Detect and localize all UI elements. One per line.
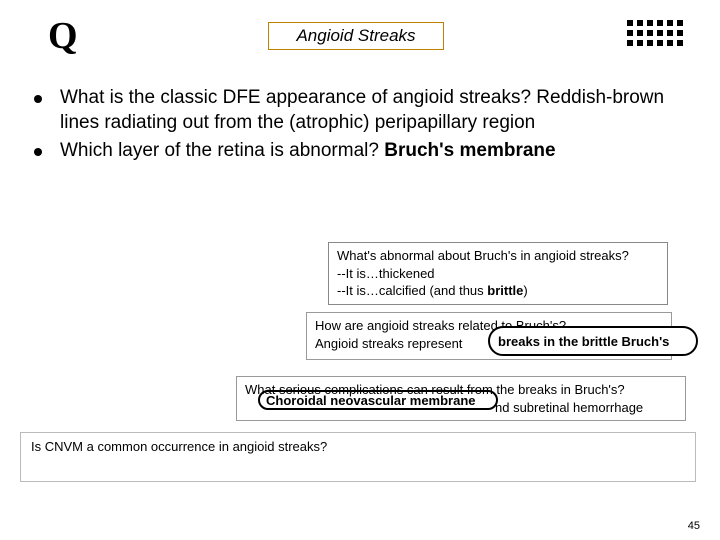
title-box: Angioid Streaks bbox=[268, 22, 444, 50]
info-box-4: Is CNVM a common occurrence in angioid s… bbox=[20, 432, 696, 482]
page-number: 45 bbox=[688, 520, 700, 532]
q-letter: Q bbox=[48, 14, 78, 58]
box1-line2: --It is…thickened bbox=[337, 265, 659, 283]
bullet-icon bbox=[34, 95, 42, 103]
bullet-text: Which layer of the retina is abnormal? B… bbox=[60, 139, 556, 164]
emphasis-oval-3: Choroidal neovascular membrane bbox=[258, 390, 498, 410]
list-item: What is the classic DFE appearance of an… bbox=[34, 86, 680, 135]
bullet-icon bbox=[34, 148, 42, 156]
box4-line1: Is CNVM a common occurrence in angioid s… bbox=[31, 438, 685, 456]
bullet-question: Which layer of the retina is abnormal? bbox=[60, 140, 384, 161]
bullet-text: What is the classic DFE appearance of an… bbox=[60, 86, 680, 135]
box1-line3: --It is…calcified (and thus brittle) bbox=[337, 282, 659, 300]
emphasis-2-text: breaks in the brittle Bruch's bbox=[498, 334, 669, 349]
list-item: Which layer of the retina is abnormal? B… bbox=[34, 139, 680, 164]
bullet-question: What is the classic DFE appearance of an… bbox=[60, 87, 531, 108]
info-box-1: What's abnormal about Bruch's in angioid… bbox=[328, 242, 668, 305]
title-text: Angioid Streaks bbox=[296, 26, 415, 46]
box1-line1: What's abnormal about Bruch's in angioid… bbox=[337, 247, 659, 265]
emphasis-oval-2: breaks in the brittle Bruch's bbox=[488, 326, 698, 356]
bullet-answer-bold: Bruch's membrane bbox=[384, 140, 555, 161]
bullet-list: What is the classic DFE appearance of an… bbox=[34, 86, 680, 168]
emphasis-3-text: Choroidal neovascular membrane bbox=[266, 393, 476, 408]
decorative-dot-grid bbox=[627, 20, 684, 47]
slide: Q Angioid Streaks What is the classic DF… bbox=[0, 0, 720, 540]
